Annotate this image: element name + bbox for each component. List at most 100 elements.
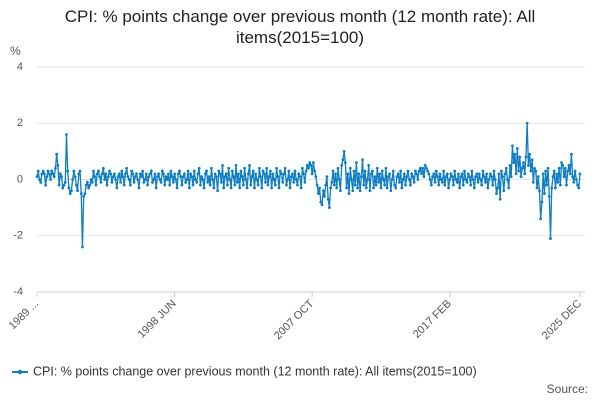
- data-point: [463, 169, 466, 173]
- y-tick-label: 0: [17, 173, 23, 185]
- data-point: [572, 180, 576, 184]
- data-point: [364, 186, 368, 190]
- y-tick-label: 4: [17, 61, 23, 73]
- data-point: [525, 121, 529, 125]
- data-point: [56, 164, 60, 167]
- data-point: [288, 186, 292, 190]
- data-point: [76, 189, 79, 193]
- data-point: [51, 172, 55, 176]
- data-point: [340, 164, 344, 167]
- data-point: [374, 183, 378, 187]
- data-point: [111, 175, 115, 179]
- data-point: [191, 183, 195, 187]
- data-point: [415, 172, 419, 176]
- data-point: [249, 183, 253, 187]
- x-tick-label: 1989 ...: [7, 298, 41, 332]
- data-point: [461, 183, 465, 187]
- data-point: [36, 169, 40, 173]
- data-point: [420, 172, 423, 176]
- data-point: [350, 178, 353, 181]
- data-point: [484, 180, 487, 184]
- data-point: [375, 166, 379, 170]
- data-point: [550, 186, 554, 190]
- data-point: [153, 172, 157, 176]
- data-point: [138, 172, 142, 176]
- data-point: [520, 166, 524, 170]
- data-point: [539, 217, 543, 221]
- data-point: [167, 172, 170, 176]
- data-point: [162, 172, 165, 176]
- data-point: [95, 172, 99, 176]
- data-point: [576, 183, 579, 187]
- data-point: [355, 161, 358, 165]
- data-point: [65, 133, 68, 136]
- data-point: [390, 178, 394, 181]
- data-point: [291, 172, 294, 176]
- data-point: [511, 144, 514, 148]
- data-point: [502, 189, 506, 193]
- data-point: [101, 166, 105, 170]
- data-point: [372, 186, 376, 190]
- data-point: [84, 183, 88, 187]
- data-point: [417, 169, 421, 173]
- data-point: [554, 186, 557, 190]
- data-point: [471, 178, 475, 181]
- data-point: [529, 169, 533, 173]
- data-point: [54, 166, 57, 170]
- data-point: [570, 152, 573, 156]
- data-point: [292, 180, 296, 184]
- data-point: [546, 166, 550, 170]
- data-point: [237, 172, 240, 176]
- data-point: [151, 180, 154, 184]
- data-point: [115, 186, 119, 190]
- data-point: [487, 178, 491, 181]
- data-point: [211, 178, 215, 181]
- data-point: [499, 169, 503, 173]
- data-point: [142, 180, 146, 184]
- data-point: [273, 183, 277, 187]
- data-point: [50, 169, 54, 173]
- data-point: [578, 172, 582, 176]
- data-point: [284, 183, 288, 187]
- data-point: [218, 172, 222, 176]
- data-point: [534, 169, 538, 173]
- legend-label: CPI: % points change over previous month…: [33, 364, 477, 378]
- data-point: [105, 183, 109, 187]
- data-point: [437, 183, 441, 187]
- data-point: [427, 172, 431, 176]
- data-point: [181, 175, 185, 179]
- data-point: [341, 158, 345, 162]
- data-point: [464, 178, 468, 181]
- data-point: [353, 183, 357, 187]
- data-point: [135, 172, 138, 176]
- data-point: [163, 183, 167, 187]
- data-point: [226, 183, 229, 187]
- data-point: [398, 180, 401, 184]
- data-point: [558, 183, 562, 187]
- data-point: [445, 172, 449, 176]
- data-point: [283, 166, 287, 170]
- data-point: [184, 180, 188, 184]
- data-point: [148, 172, 152, 176]
- data-point: [488, 172, 492, 176]
- data-point: [173, 172, 176, 176]
- data-point: [207, 175, 211, 179]
- data-point: [78, 169, 82, 173]
- data-point: [100, 172, 104, 176]
- data-point: [400, 186, 404, 190]
- data-point: [533, 166, 536, 170]
- x-tick-label: 1998 JUN: [136, 298, 179, 341]
- data-point: [509, 175, 513, 179]
- data-point: [140, 175, 143, 179]
- data-point: [203, 172, 207, 176]
- data-point: [310, 172, 314, 176]
- data-point: [205, 169, 208, 173]
- data-point: [296, 183, 299, 187]
- data-point: [514, 172, 518, 176]
- data-point: [541, 172, 545, 176]
- data-point: [228, 178, 232, 181]
- data-point: [316, 192, 320, 195]
- chart-title: CPI: % points change over previous month…: [64, 7, 536, 47]
- data-point: [195, 180, 199, 184]
- data-point: [409, 183, 412, 187]
